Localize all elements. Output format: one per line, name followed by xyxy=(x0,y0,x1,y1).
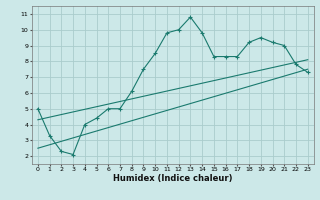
X-axis label: Humidex (Indice chaleur): Humidex (Indice chaleur) xyxy=(113,174,233,183)
